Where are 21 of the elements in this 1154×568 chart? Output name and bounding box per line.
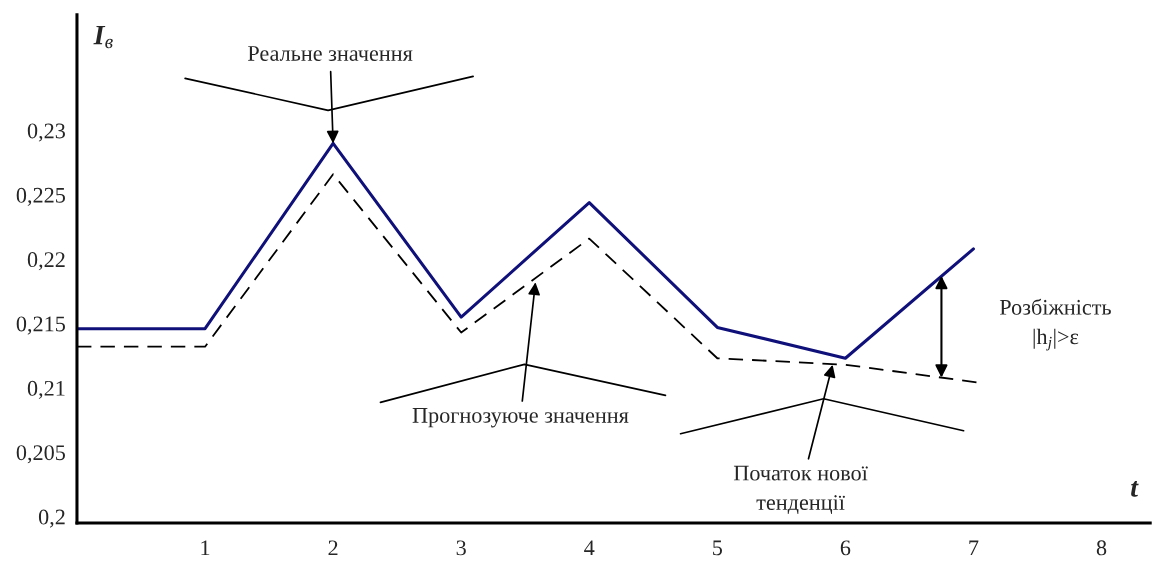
- annotation: Реальне значення: [248, 46, 413, 61]
- y-tick-label: 0,215: [16, 316, 65, 335]
- x-tick-label: 7: [969, 540, 979, 556]
- y-tick-label: 0,2: [38, 509, 65, 528]
- y-tick-label: 0,205: [16, 445, 65, 464]
- y-tick-label: 0,21: [27, 380, 65, 400]
- annotation: Початок нової тенденції: [733, 465, 868, 515]
- x-tick-label: 6: [840, 540, 851, 556]
- x-tick-label: 3: [456, 540, 466, 556]
- x-tick-label: 8: [1096, 540, 1107, 556]
- y-tick-label: 0,22: [27, 252, 65, 271]
- y-tick-label: 0,23: [27, 123, 65, 142]
- x-tick-label: 5: [713, 540, 723, 556]
- y-tick-label: 0,225: [16, 187, 65, 206]
- x-tick-label: 2: [328, 540, 338, 556]
- x-tick-label: 4: [584, 540, 595, 556]
- annotation: Прогнозуюче значення: [412, 408, 629, 428]
- x-axis-title: t: [1131, 480, 1139, 497]
- y-axis-title: I$_{в}$: [93, 25, 113, 49]
- x-tick-label: 1: [201, 540, 210, 556]
- annotation: Розбіжність |h$_{j}$|>ε: [999, 298, 1111, 351]
